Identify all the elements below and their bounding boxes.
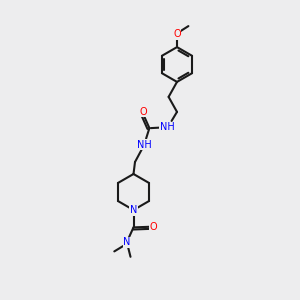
Text: N: N	[123, 237, 130, 248]
Text: N: N	[130, 205, 137, 215]
Text: O: O	[140, 106, 147, 117]
Text: NH: NH	[160, 122, 175, 133]
Text: NH: NH	[136, 140, 152, 150]
Text: O: O	[149, 222, 157, 232]
Text: O: O	[173, 29, 181, 39]
